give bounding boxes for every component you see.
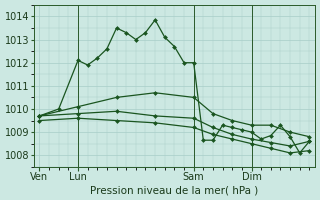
X-axis label: Pression niveau de la mer( hPa ): Pression niveau de la mer( hPa ) bbox=[90, 185, 259, 195]
